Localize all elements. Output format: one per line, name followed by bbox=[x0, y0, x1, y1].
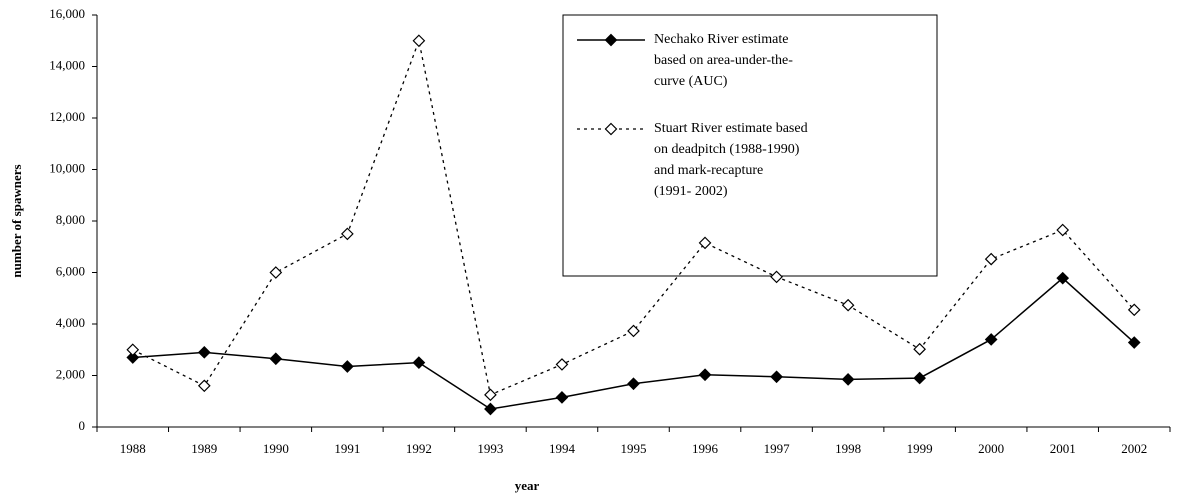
point bbox=[197, 379, 211, 393]
point bbox=[913, 342, 926, 356]
point bbox=[698, 368, 712, 382]
y-axis-title: number of spawners bbox=[9, 164, 24, 277]
point bbox=[341, 360, 354, 373]
y-tick-label: 0 bbox=[79, 418, 86, 433]
point bbox=[126, 343, 140, 357]
point bbox=[555, 358, 569, 371]
x-tick-label: 1991 bbox=[334, 441, 360, 456]
x-tick-label: 1996 bbox=[692, 441, 719, 456]
y-tick-label: 8,000 bbox=[56, 212, 85, 227]
y-tick-label: 2,000 bbox=[56, 366, 85, 381]
x-tick-label: 1994 bbox=[549, 441, 576, 456]
y-tick-label: 12,000 bbox=[49, 109, 85, 124]
x-axis-title: year bbox=[515, 478, 540, 493]
y-tick-label: 16,000 bbox=[49, 6, 85, 21]
legend-label: Nechako River estimate based on area-und… bbox=[654, 32, 793, 89]
x-tick-label: 1993 bbox=[477, 441, 503, 456]
series-line bbox=[132, 38, 1135, 396]
x-tick-label: 1997 bbox=[764, 441, 791, 456]
point bbox=[698, 236, 712, 250]
legend-label: Stuart River estimate based on deadpitch… bbox=[654, 121, 808, 199]
point bbox=[484, 402, 497, 416]
legend-box bbox=[562, 14, 938, 277]
x-tick-label: 1998 bbox=[835, 441, 861, 456]
x-tick-label: 2001 bbox=[1050, 441, 1076, 456]
x-tick-label: 2000 bbox=[978, 441, 1004, 456]
legend-marker bbox=[604, 122, 618, 136]
point bbox=[841, 373, 855, 386]
legend-marker bbox=[604, 33, 618, 47]
x-tick-label: 1990 bbox=[263, 441, 289, 456]
x-tick-label: 1992 bbox=[406, 441, 432, 456]
point bbox=[341, 227, 354, 241]
point bbox=[269, 266, 283, 279]
point bbox=[770, 270, 783, 284]
point bbox=[412, 356, 426, 369]
x-tick-label: 1988 bbox=[120, 441, 146, 456]
point bbox=[484, 388, 497, 402]
point bbox=[1127, 336, 1141, 349]
point bbox=[984, 333, 998, 346]
point bbox=[1056, 271, 1070, 285]
point bbox=[841, 298, 855, 312]
point bbox=[126, 351, 140, 364]
point bbox=[770, 370, 783, 384]
point bbox=[913, 371, 926, 385]
x-tick-label: 1995 bbox=[621, 441, 647, 456]
point bbox=[984, 252, 998, 266]
y-tick-label: 14,000 bbox=[49, 57, 85, 72]
y-tick-label: 10,000 bbox=[49, 160, 85, 175]
point bbox=[269, 352, 283, 366]
point bbox=[412, 34, 426, 48]
point bbox=[555, 391, 569, 404]
y-tick-label: 4,000 bbox=[56, 315, 85, 330]
y-tick-label: 6,000 bbox=[56, 263, 85, 278]
point bbox=[1127, 303, 1141, 317]
point bbox=[197, 345, 211, 359]
point bbox=[627, 377, 640, 391]
x-tick-label: 2002 bbox=[1121, 441, 1147, 456]
point bbox=[1056, 223, 1070, 237]
x-tick-label: 1999 bbox=[907, 441, 933, 456]
point bbox=[627, 324, 640, 338]
x-tick-label: 1989 bbox=[191, 441, 217, 456]
